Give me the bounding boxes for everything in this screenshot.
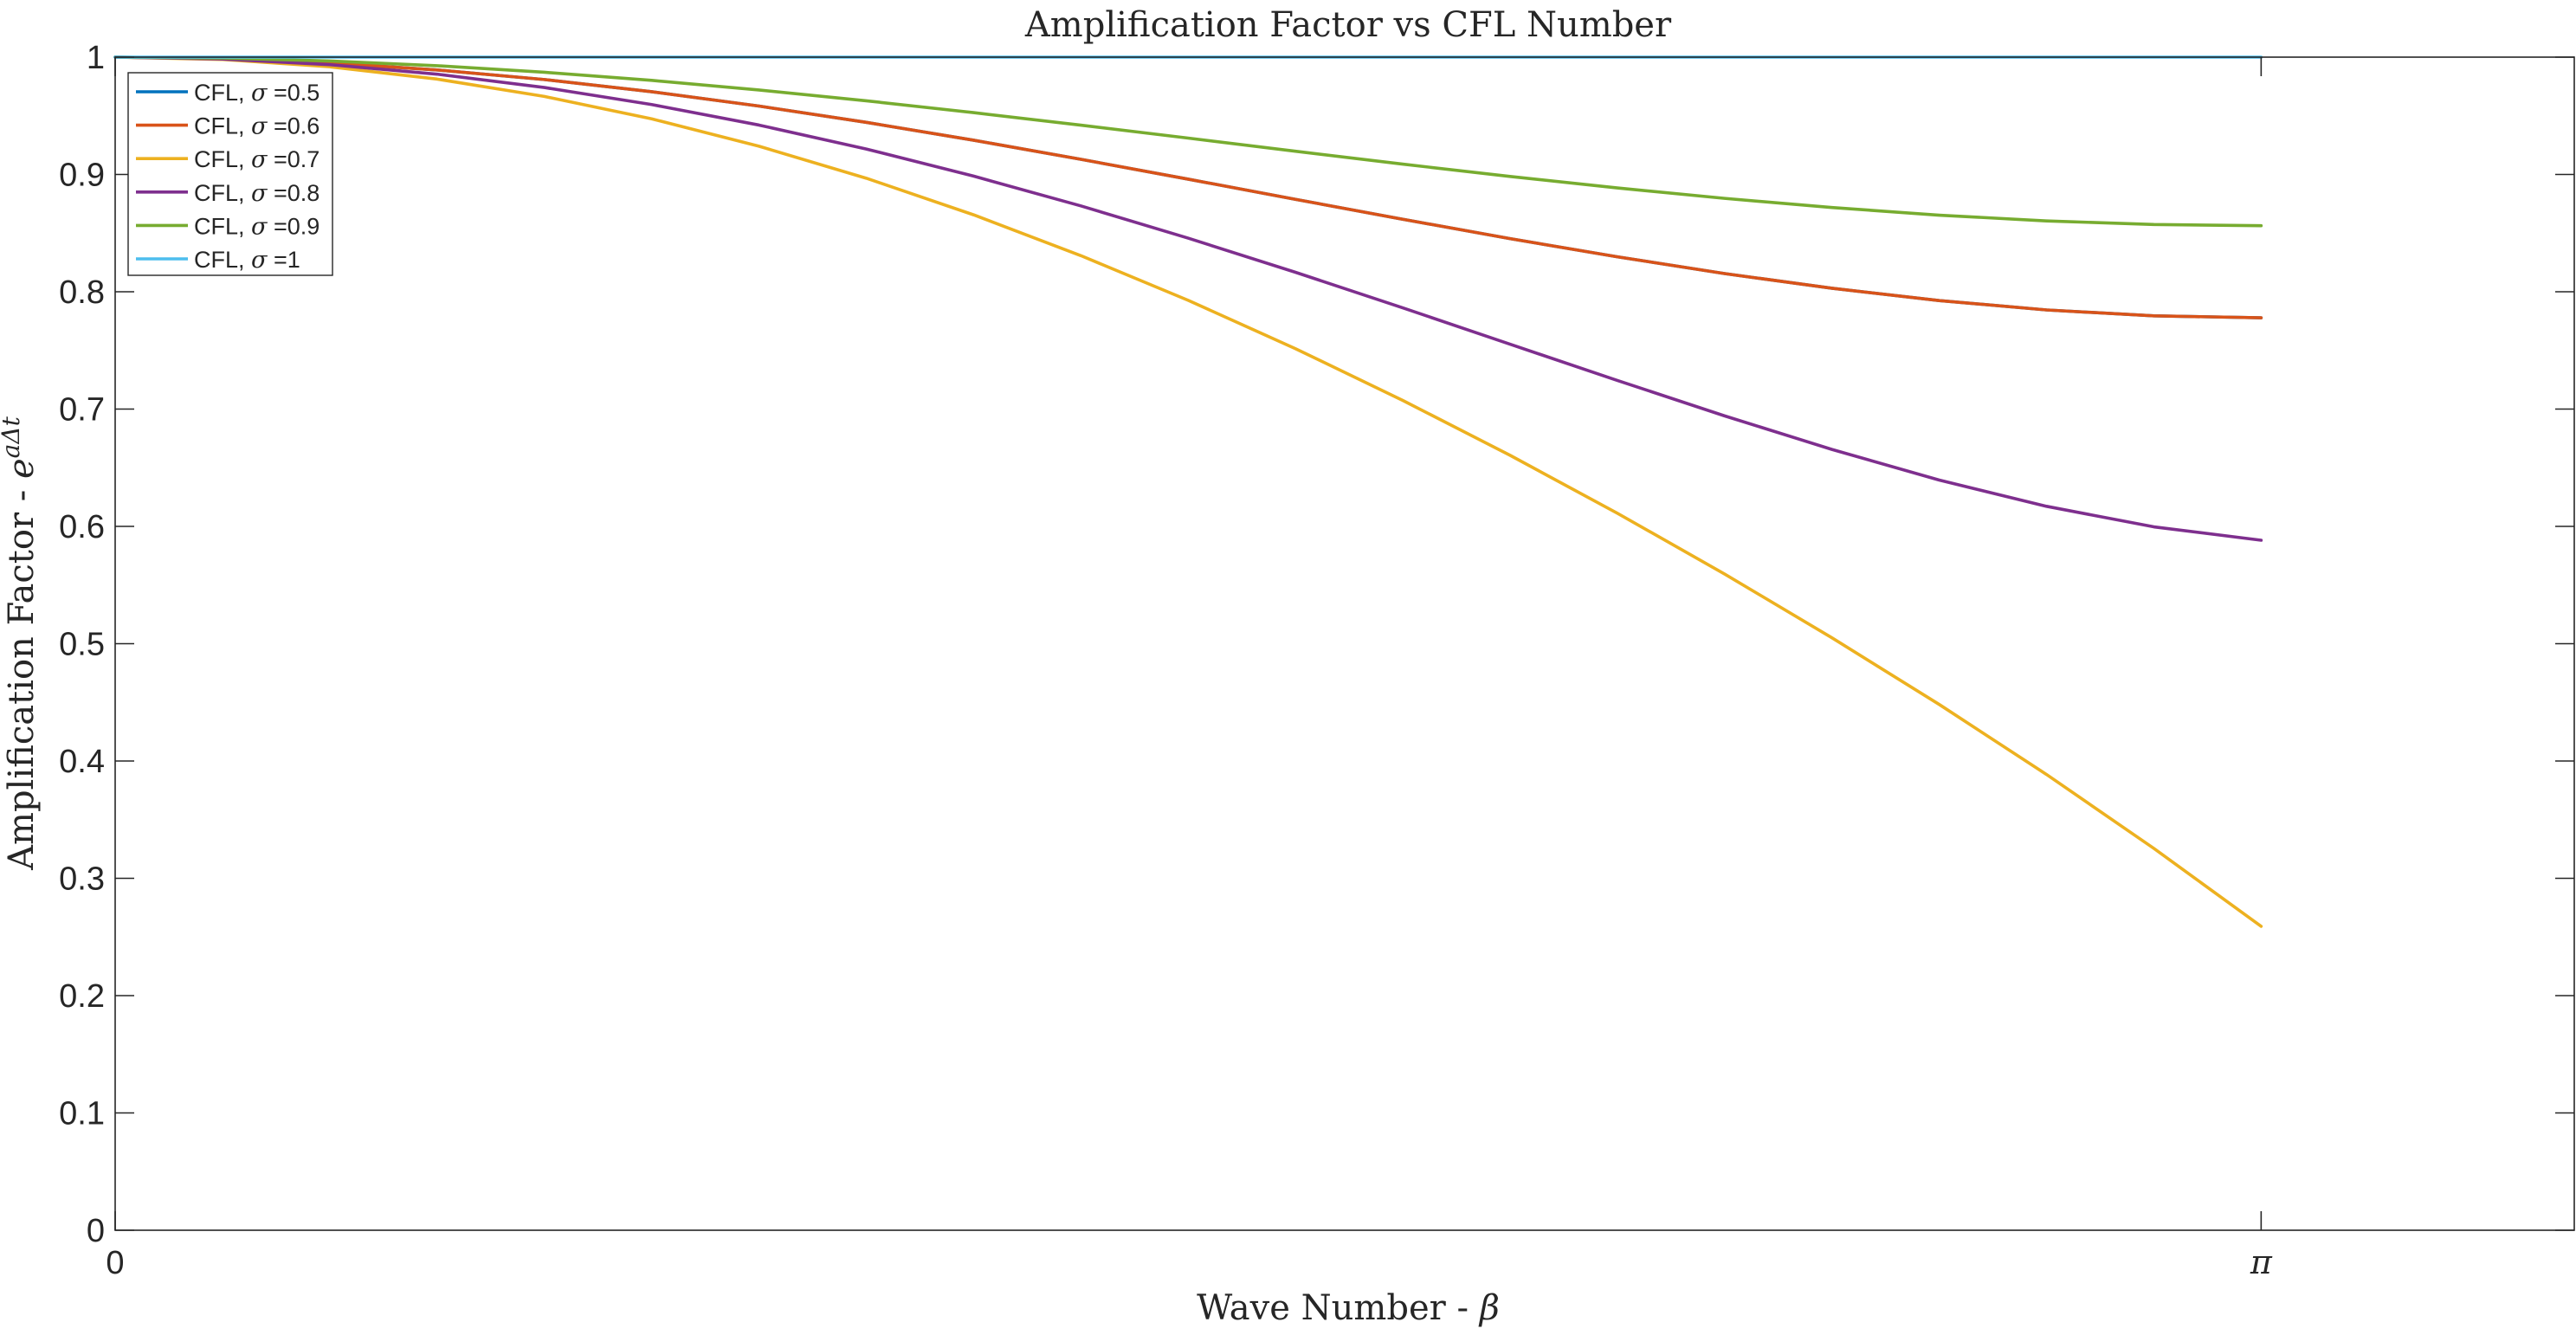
legend-label-symbol-2: σ	[251, 146, 268, 173]
legend-label-symbol-4: σ	[251, 213, 268, 240]
legend-label-4: CFL, σ =0.9	[194, 213, 320, 240]
x-axis-label-text: Wave Number -	[1197, 1288, 1480, 1328]
y-tick-label-9: 0.9	[59, 158, 105, 194]
x-axis-label: Wave Number - β	[1197, 1288, 1500, 1328]
y-tick-label-6: 0.6	[59, 509, 105, 545]
y-tick-label-8: 0.8	[59, 274, 105, 311]
legend-label-symbol-3: σ	[251, 180, 268, 207]
y-axis-label-text: Amplification Factor -	[2, 479, 42, 871]
legend-label-symbol-0: σ	[251, 80, 268, 106]
x-tick-label-0: 0	[106, 1245, 124, 1281]
legend-box	[127, 72, 333, 276]
legend-label-1: CFL, σ =0.6	[194, 113, 320, 140]
y-tick-label-10: 1	[87, 40, 105, 76]
legend-label-suffix-4: =0.9	[267, 213, 320, 239]
legend-label-symbol-5: σ	[251, 247, 268, 274]
legend-label-suffix-0: =0.5	[267, 80, 320, 106]
legend-label-0: CFL, σ =0.5	[194, 80, 320, 106]
axis-ticks: 0 0.1 0.2 0.3 0.4 0.5 0.6 0.7 0.8 0.9 1 0 π	[59, 40, 2574, 1281]
legend-label-5: CFL, σ =1	[194, 247, 300, 274]
legend-label-prefix-4: CFL,	[194, 213, 251, 239]
y-tick-label-1: 0.1	[59, 1096, 105, 1132]
y-tick-label-5: 0.5	[59, 627, 105, 663]
series-line-1	[113, 55, 2263, 319]
y-tick-label-4: 0.4	[59, 744, 105, 780]
y-tick-label-3: 0.3	[59, 861, 105, 898]
legend-label-2: CFL, σ =0.7	[194, 146, 320, 173]
legend-label-prefix-1: CFL,	[194, 113, 251, 139]
legend-label-suffix-2: =0.7	[267, 146, 320, 172]
y-tick-label-0: 0	[87, 1213, 105, 1249]
legend-label-symbol-1: σ	[251, 113, 268, 140]
y-axis-label: Amplification Factor - eaΔt	[0, 416, 42, 870]
legend-label-suffix-1: =0.6	[267, 113, 320, 139]
x-tick-label-1: π	[2250, 1243, 2273, 1281]
legend-label-prefix-5: CFL,	[194, 247, 251, 273]
y-axis-label-exponent: aΔt	[0, 416, 25, 458]
y-tick-label-2: 0.2	[59, 978, 105, 1015]
legend-label-suffix-5: =1	[267, 247, 300, 273]
series-line-3	[113, 55, 2263, 542]
legend-label-3: CFL, σ =0.8	[194, 180, 320, 207]
legend-label-suffix-3: =0.8	[267, 180, 320, 206]
y-axis-label-group: Amplification Factor - eaΔt	[0, 416, 42, 870]
x-axis-label-symbol: β	[1478, 1288, 1500, 1328]
series-line-2	[113, 55, 2263, 928]
chart-title: Amplification Factor vs CFL Number	[1024, 5, 1672, 45]
legend-label-prefix-2: CFL,	[194, 146, 251, 172]
y-tick-label-7: 0.7	[59, 392, 105, 429]
legend-label-prefix-0: CFL,	[194, 80, 251, 106]
legend-label-prefix-3: CFL,	[194, 180, 251, 206]
series-line-4	[113, 55, 2263, 228]
y-axis-label-base: e	[2, 458, 42, 479]
